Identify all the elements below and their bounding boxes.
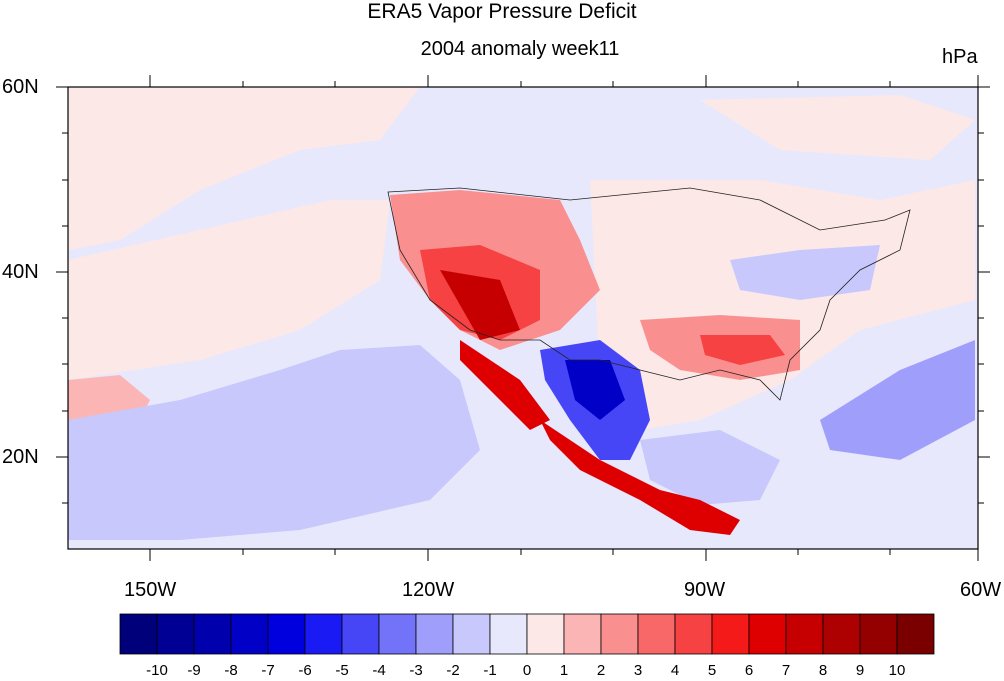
colorbar-tick-label: 3 (633, 662, 643, 679)
colorbar-swatch (156, 613, 195, 655)
region-northeast-positive (700, 95, 975, 160)
y-tick-label: 40N (2, 261, 39, 283)
colorbar-swatch (452, 613, 491, 655)
colorbar-swatch (341, 613, 380, 655)
x-tick-label: 150W (124, 579, 177, 601)
x-tick-label: 120W (402, 579, 455, 601)
colorbar-tick-label: 5 (707, 662, 717, 679)
x-tick-label: 90W (684, 579, 726, 601)
colorbar-tick-label: 10 (888, 662, 906, 679)
colorbar-tick-label: 4 (670, 662, 680, 679)
region-eastern-pacific-negative (68, 345, 480, 540)
chart-subtitle: 2004 anomaly week11 (420, 38, 620, 60)
colorbar-tick-label: -5 (335, 662, 349, 679)
region-pacific-positive (68, 200, 390, 380)
colorbar-swatch (230, 613, 269, 655)
colorbar-tick-label: -2 (446, 662, 460, 679)
colorbar-tick-label: 1 (559, 662, 569, 679)
colorbar-tick-label: -1 (483, 662, 497, 679)
colorbar-tick-label: 0 (522, 662, 532, 679)
colorbar-tick-label: 7 (781, 662, 791, 679)
colorbar-swatch (822, 613, 861, 655)
colorbar-swatch (415, 613, 454, 655)
x-tick-label: 60W (960, 579, 1002, 601)
colorbar-swatch (674, 613, 713, 655)
colorbar-tick-label: -6 (298, 662, 312, 679)
colorbar-tick-label: -4 (372, 662, 386, 679)
colorbar-tick-label: 2 (596, 662, 606, 679)
colorbar-tick-label: 8 (818, 662, 828, 679)
colorbar-tick-label: -8 (224, 662, 238, 679)
y-tick-label: 20N (2, 446, 39, 468)
colorbar-swatch (859, 613, 898, 655)
colorbar-swatch (600, 613, 639, 655)
colorbar-swatch (489, 613, 528, 655)
anomaly-field (68, 87, 978, 549)
colorbar-tick-label: -10 (146, 662, 168, 679)
colorbar-swatch (785, 613, 824, 655)
colorbar-swatch (896, 613, 935, 655)
region-caribbean-negative (820, 340, 975, 460)
region-mexico-core-negative (565, 360, 625, 420)
colorbar-swatch (267, 613, 306, 655)
region-mexico-coast-positive (540, 420, 740, 535)
colorbar-swatch (119, 613, 158, 655)
units-label: hPa (942, 46, 978, 68)
region-northwest-pacific-positive (68, 87, 420, 250)
region-gulf-negative (640, 430, 780, 505)
colorbar-swatch (193, 613, 232, 655)
y-tick-label: 60N (2, 76, 39, 98)
colorbar-tick-label: 9 (855, 662, 865, 679)
colorbar-swatch (304, 613, 343, 655)
colorbar-tick-label: -3 (409, 662, 423, 679)
chart-title: ERA5 Vapor Pressure Deficit (367, 0, 637, 23)
region-southeast-core (700, 335, 785, 365)
colorbar-tick-label: 6 (744, 662, 754, 679)
region-baja-positive (460, 340, 550, 430)
region-southwest-core (440, 270, 520, 340)
colorbar-swatch (637, 613, 676, 655)
colorbar-tick-label: -9 (187, 662, 201, 679)
region-northeast-us-negative (730, 245, 880, 300)
colorbar-swatch (526, 613, 565, 655)
colorbar-tick-label: -7 (261, 662, 275, 679)
axis-ticks (56, 75, 990, 561)
colorbar-swatch (748, 613, 787, 655)
us-outline (387, 187, 911, 401)
colorbar-swatch (711, 613, 750, 655)
colorbar-swatch (378, 613, 417, 655)
colorbar-swatch (563, 613, 602, 655)
minor-ticks (62, 81, 984, 555)
